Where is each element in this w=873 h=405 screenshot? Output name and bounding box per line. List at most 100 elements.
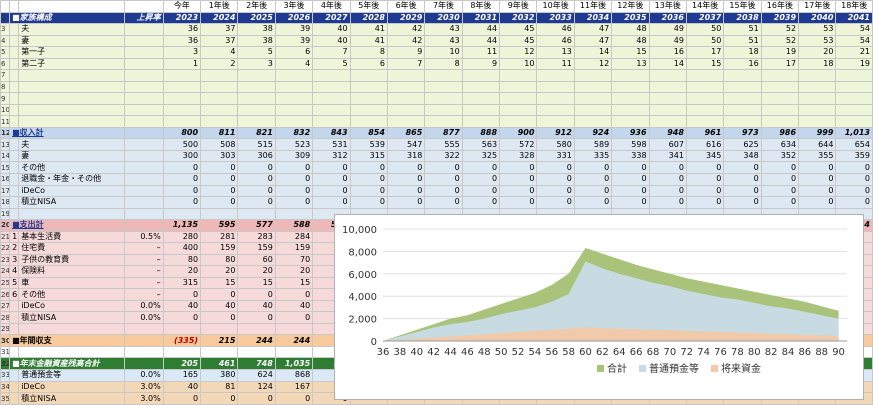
value-cell[interactable]: 0 bbox=[798, 184, 837, 198]
value-cell[interactable]: 0 bbox=[237, 288, 276, 301]
value-cell[interactable]: 0 bbox=[798, 172, 837, 186]
value-cell[interactable]: 0 bbox=[760, 161, 800, 174]
value-cell[interactable]: 0 bbox=[386, 184, 426, 198]
income-item-text[interactable]: iDeCo bbox=[21, 185, 45, 195]
asset-rate-cell[interactable]: 3.0% bbox=[124, 392, 164, 405]
expense-item-link[interactable]: 住宅費 bbox=[21, 243, 46, 253]
year-cell[interactable]: 2026 bbox=[274, 11, 314, 25]
empty-cell[interactable] bbox=[274, 69, 314, 82]
empty-cell[interactable] bbox=[9, 380, 20, 394]
empty-cell[interactable] bbox=[124, 23, 164, 36]
empty-cell[interactable] bbox=[237, 92, 276, 105]
value-cell[interactable]: 4 bbox=[200, 46, 239, 59]
value-cell[interactable]: 42 bbox=[386, 23, 426, 36]
value-cell[interactable]: 800 bbox=[162, 126, 202, 140]
empty-cell[interactable] bbox=[312, 80, 351, 94]
empty-cell[interactable] bbox=[685, 92, 725, 105]
empty-cell[interactable] bbox=[124, 115, 164, 128]
value-cell[interactable]: 854 bbox=[349, 126, 388, 140]
expense-item-link[interactable]: 積立NISA bbox=[21, 312, 57, 322]
value-cell[interactable]: 0 bbox=[162, 196, 202, 209]
empty-cell[interactable] bbox=[760, 115, 800, 128]
value-cell[interactable]: 0 bbox=[723, 161, 762, 174]
expense-rate-cell[interactable]: – bbox=[124, 288, 164, 301]
empty-cell[interactable] bbox=[237, 207, 276, 221]
value-cell[interactable]: 0 bbox=[835, 161, 873, 174]
empty-cell[interactable] bbox=[124, 126, 164, 140]
row-number[interactable]: 25 bbox=[0, 276, 11, 290]
value-cell[interactable]: 9 bbox=[386, 46, 426, 59]
row-number[interactable]: 33 bbox=[0, 369, 11, 382]
income-item-label[interactable]: その他 bbox=[18, 161, 126, 174]
expense-item-link[interactable]: iDeCo bbox=[21, 301, 45, 311]
empty-cell[interactable] bbox=[9, 392, 20, 405]
income-item-label[interactable]: 退職金・年金・その他 bbox=[18, 172, 126, 186]
empty-cell[interactable] bbox=[573, 92, 613, 105]
expense-item-label[interactable]: iDeCo bbox=[18, 299, 126, 313]
empty-cell[interactable] bbox=[124, 172, 164, 186]
value-cell[interactable]: 1年後 bbox=[200, 0, 239, 13]
value-cell[interactable]: 563 bbox=[461, 138, 501, 151]
empty-cell[interactable] bbox=[124, 46, 164, 59]
value-cell[interactable]: 380 bbox=[200, 369, 239, 382]
value-cell[interactable]: 355 bbox=[798, 149, 837, 163]
value-cell[interactable]: 0 bbox=[237, 172, 276, 186]
value-cell[interactable]: 9年後 bbox=[499, 0, 538, 13]
value-cell[interactable]: 今年 bbox=[162, 0, 202, 13]
value-cell[interactable]: 0 bbox=[274, 172, 314, 186]
empty-cell[interactable] bbox=[798, 115, 837, 128]
empty-cell[interactable] bbox=[536, 103, 575, 117]
value-cell[interactable]: 924 bbox=[573, 126, 613, 140]
value-cell[interactable]: 912 bbox=[536, 126, 575, 140]
row-number[interactable]: 22 bbox=[0, 242, 11, 255]
empty-cell[interactable] bbox=[760, 69, 800, 82]
value-cell[interactable]: 0 bbox=[760, 172, 800, 186]
value-cell[interactable]: 0 bbox=[237, 392, 276, 405]
value-cell[interactable]: 10 bbox=[499, 57, 538, 71]
value-cell[interactable]: 39 bbox=[274, 23, 314, 36]
value-cell[interactable]: 81 bbox=[200, 380, 239, 394]
value-cell[interactable]: 359 bbox=[835, 149, 873, 163]
empty-cell[interactable] bbox=[9, 57, 20, 71]
row-number[interactable]: 34 bbox=[0, 380, 11, 394]
value-cell[interactable]: 0 bbox=[536, 196, 575, 209]
value-cell[interactable]: 0 bbox=[237, 161, 276, 174]
value-cell[interactable]: 49 bbox=[648, 34, 687, 48]
value-cell[interactable]: 167 bbox=[274, 380, 314, 394]
empty-cell[interactable] bbox=[386, 115, 426, 128]
empty-cell[interactable] bbox=[274, 322, 314, 336]
row-number[interactable]: 24 bbox=[0, 265, 11, 278]
empty-cell[interactable] bbox=[124, 357, 164, 370]
empty-cell[interactable] bbox=[648, 80, 687, 94]
value-cell[interactable]: 588 bbox=[274, 219, 314, 232]
value-cell[interactable]: 283 bbox=[237, 230, 276, 244]
value-cell[interactable]: 345 bbox=[685, 149, 725, 163]
value-cell[interactable]: 0 bbox=[274, 288, 314, 301]
empty-cell[interactable] bbox=[162, 207, 202, 221]
empty-cell[interactable] bbox=[274, 92, 314, 105]
value-cell[interactable]: 6 bbox=[274, 46, 314, 59]
value-cell[interactable]: 547 bbox=[386, 138, 426, 151]
empty-cell[interactable] bbox=[200, 103, 239, 117]
expense-item-label[interactable]: 積立NISA bbox=[18, 311, 126, 324]
empty-cell[interactable] bbox=[9, 80, 20, 94]
value-cell[interactable]: 16 bbox=[648, 46, 687, 59]
empty-cell[interactable] bbox=[18, 92, 126, 105]
value-cell[interactable]: 0 bbox=[200, 311, 239, 324]
year-cell[interactable]: 2039 bbox=[760, 11, 800, 25]
empty-cell[interactable] bbox=[461, 92, 501, 105]
row-number[interactable]: 5 bbox=[0, 46, 11, 59]
value-cell[interactable]: 0 bbox=[835, 196, 873, 209]
empty-cell[interactable] bbox=[9, 69, 20, 82]
empty-cell[interactable] bbox=[200, 69, 239, 82]
empty-cell[interactable] bbox=[124, 80, 164, 94]
expense-rate-cell[interactable]: 0.0% bbox=[124, 299, 164, 313]
empty-cell[interactable] bbox=[499, 69, 538, 82]
value-cell[interactable]: 0 bbox=[723, 196, 762, 209]
empty-cell[interactable] bbox=[18, 207, 126, 221]
value-cell[interactable]: 6 bbox=[349, 57, 388, 71]
empty-cell[interactable] bbox=[9, 115, 20, 128]
empty-cell[interactable] bbox=[685, 80, 725, 94]
value-cell[interactable]: 0 bbox=[685, 184, 725, 198]
row-number[interactable]: 11 bbox=[0, 115, 11, 128]
